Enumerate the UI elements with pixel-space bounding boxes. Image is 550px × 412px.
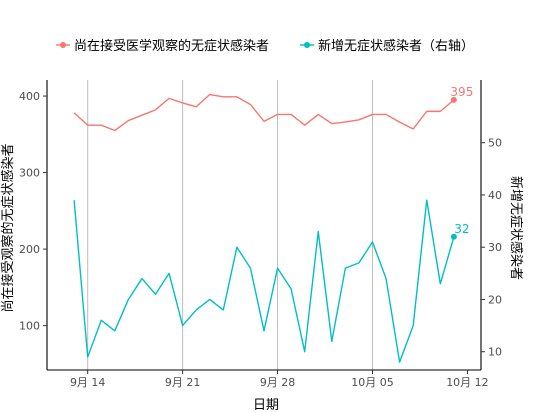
x-axis-title: 日期 (253, 398, 279, 412)
y-left-tick-label: 100 (19, 320, 40, 333)
x-tick-label: 9月 28 (260, 376, 296, 389)
x-tick-label: 9月 21 (165, 376, 201, 389)
series-end-point-2 (450, 233, 457, 240)
y-left-tick-label: 300 (19, 167, 40, 180)
y-right-tick-label: 40 (488, 189, 502, 202)
legend: 尚在接受医学观察的无症状感染者 新增无症状感染者（右轴） (56, 38, 474, 54)
series-end-label-1: 395 (450, 85, 473, 99)
y-right-tick-label: 10 (488, 346, 502, 359)
series-end-point-1 (450, 96, 457, 103)
y-left-tick-label: 200 (19, 243, 40, 256)
x-tick-label: 10月 12 (446, 376, 489, 389)
y-right-tick-label: 30 (488, 241, 502, 254)
y-right-tick-label: 20 (488, 293, 502, 306)
legend-key-point (304, 42, 310, 48)
series-line-1 (73, 93, 455, 132)
series-line-2 (73, 199, 455, 363)
axes: 100 200 300 400 10 20 30 40 50 9月 14 9月 21 9月 28 10月… (19, 80, 502, 389)
legend-label: 尚在接受医学观察的无症状感染者 (74, 38, 269, 54)
y-right-axis-title: 新增无症状感染者 (508, 176, 524, 280)
grid (87, 80, 373, 370)
y-right-tick-label: 50 (488, 137, 502, 150)
x-tick-label: 9月 14 (70, 376, 106, 389)
legend-label: 新增无症状感染者（右轴） (318, 38, 474, 54)
series-layer: 395 32 (73, 85, 473, 363)
y-left-axis-title: 尚在接受观察的无症状感染者 (0, 143, 16, 312)
x-tick-label: 10月 05 (351, 376, 394, 389)
legend-key-point (60, 42, 66, 48)
series-end-label-2: 32 (454, 222, 469, 236)
y-left-tick-label: 400 (19, 90, 40, 103)
